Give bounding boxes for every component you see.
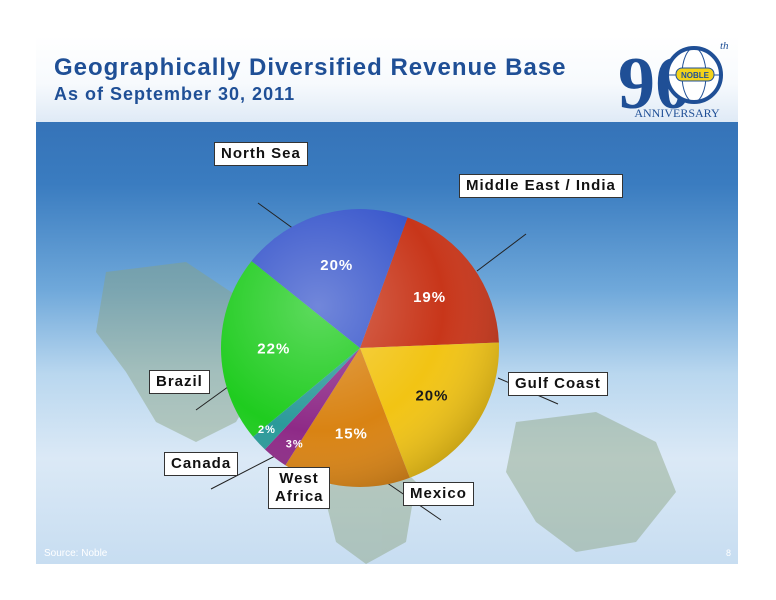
source-note: Source: Noble [44, 548, 108, 559]
pie-value-label: 20% [415, 387, 448, 404]
page-title: Geographically Diversified Revenue Base [54, 54, 567, 81]
label-north-sea: North Sea [214, 142, 308, 166]
pie: 19% 20% 15% 3% 2% 22% 20% [221, 209, 499, 487]
landmass-americas [96, 262, 266, 442]
header-band: Geographically Diversified Revenue Base … [36, 36, 738, 122]
noble-badge-text: NOBLE [681, 71, 710, 80]
page-number: 8 [726, 548, 732, 558]
label-brazil: Brazil [149, 370, 210, 394]
pie-value-label: 22% [257, 341, 290, 358]
pie-value-label: 15% [335, 426, 368, 443]
slide: Geographically Diversified Revenue Base … [36, 36, 738, 564]
logo-caption: ANNIVERSARY [634, 106, 720, 120]
landmass-africa [506, 412, 676, 552]
label-west-africa: West Africa [268, 467, 330, 509]
noble-badge [675, 67, 715, 82]
pie-value-label: 20% [320, 257, 353, 274]
page-subtitle: As of September 30, 2011 [54, 84, 296, 104]
pie-value-label: 3% [286, 438, 304, 450]
anniversary-logo: 90 NOBLE th ANNIVERSARY [618, 40, 729, 120]
label-middle-east-india: Middle East / India [459, 174, 623, 198]
pie-value-label: 2% [258, 424, 276, 436]
leader-canada [210, 453, 280, 490]
label-canada: Canada [164, 452, 239, 476]
label-mexico: Mexico [403, 482, 474, 506]
leader-middle-east-india [476, 233, 527, 272]
label-gulf-coast: Gulf Coast [508, 372, 608, 396]
pie-shading [221, 209, 499, 487]
revenue-pie-chart: 19% 20% 15% 3% 2% 22% 20% [96, 202, 676, 564]
leader-brazil [195, 383, 233, 411]
logo-superscript: th [720, 40, 729, 52]
pie-value-label: 19% [413, 289, 446, 306]
